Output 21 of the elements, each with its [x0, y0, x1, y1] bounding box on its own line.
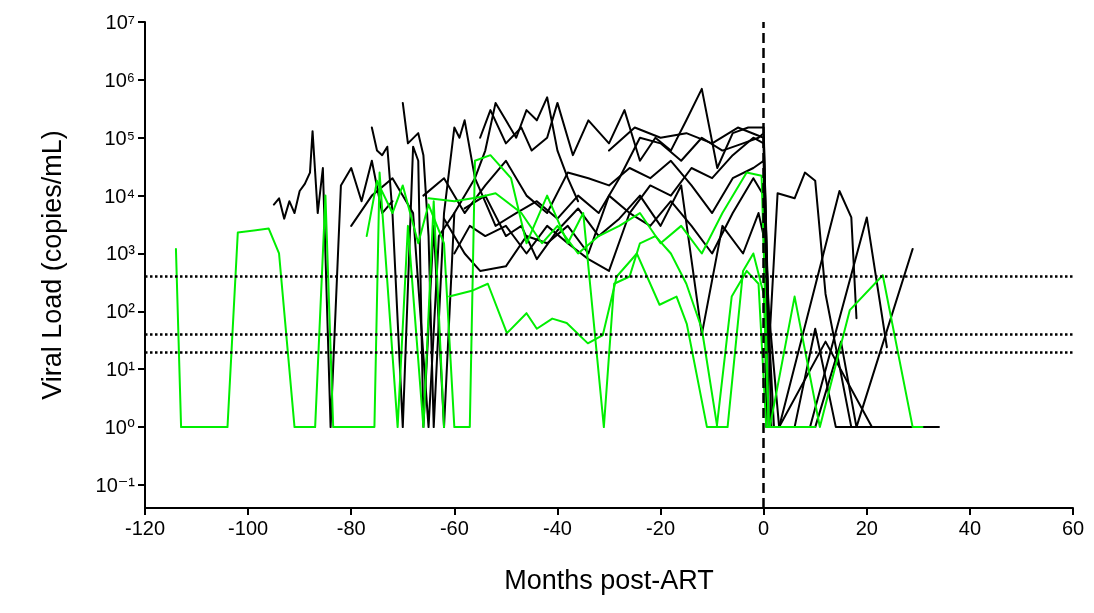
x-tick-label: -100: [228, 517, 269, 539]
x-tick-label: -20: [646, 517, 676, 539]
y-tick-label: 10⁴: [104, 184, 135, 207]
x-tick-label: -80: [336, 517, 366, 539]
y-tick-label: 10⁶: [104, 68, 135, 91]
y-tick-label: 10¹: [106, 358, 136, 381]
x-tick-label: -40: [542, 517, 572, 539]
x-tick-label: 60: [1061, 517, 1085, 539]
x-tick-label: 40: [958, 517, 982, 539]
x-tick-label: -120: [124, 517, 166, 539]
y-tick-label: 10⁵: [104, 126, 135, 149]
x-axis-title: Months post-ART: [504, 564, 714, 595]
x-tick-label: -60: [439, 517, 469, 539]
x-tick-label: 20: [855, 517, 878, 539]
y-axis-title: Viral Load (copies/mL): [36, 130, 67, 400]
y-tick-label: 10⁻¹: [95, 473, 136, 496]
y-tick-label: 10⁰: [104, 416, 135, 439]
y-tick-label: 10²: [106, 300, 136, 323]
x-tick-label: 0: [758, 517, 770, 539]
y-tick-label: 10³: [106, 242, 136, 265]
y-tick-label: 10⁷: [105, 11, 135, 33]
